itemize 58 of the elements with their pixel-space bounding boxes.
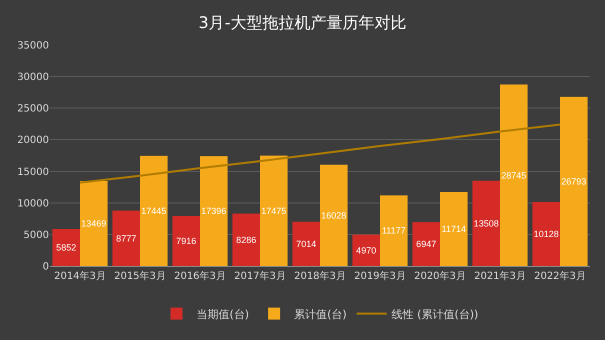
data-label: 26793 (561, 176, 586, 186)
x-tick-label: 2017年3月 (234, 270, 286, 282)
bar (52, 229, 80, 266)
y-tick-label: 35000 (17, 40, 49, 52)
data-label: 7014 (296, 238, 316, 249)
y-tick-label: 5000 (24, 230, 49, 241)
bar (412, 222, 440, 266)
bar (292, 222, 320, 266)
bar (80, 180, 108, 266)
data-label: 5852 (56, 242, 76, 253)
y-tick-label: 15000 (17, 166, 49, 178)
y-tick-label: 25000 (17, 104, 49, 115)
bar (260, 156, 288, 266)
chart-title: 3月-大型拖拉机产量历年对比 (198, 13, 406, 32)
data-label: 13469 (81, 218, 106, 228)
line-series (79, 124, 561, 184)
bar (200, 156, 228, 266)
x-tick-label: 2021年3月 (474, 270, 526, 282)
bar (500, 84, 528, 266)
x-tick-label: 2015年3月 (114, 270, 166, 282)
x-tick-label: 2019年3月 (354, 270, 406, 282)
data-label: 10128 (534, 229, 559, 240)
x-tick-label: 2014年3月 (54, 270, 106, 282)
data-label: 8777 (116, 233, 136, 244)
bar (232, 214, 260, 266)
bar (352, 234, 380, 266)
data-label: 17396 (201, 206, 226, 216)
data-label: 4970 (356, 245, 376, 256)
data-label: 11177 (382, 226, 406, 236)
y-tick-label: 0 (42, 262, 49, 272)
bar (440, 192, 468, 266)
bar (112, 210, 140, 266)
x-tick-label: 2016年3月 (174, 270, 226, 282)
y-tick-label: 10000 (17, 198, 49, 210)
data-label: 28745 (501, 170, 526, 180)
bar (320, 164, 348, 266)
data-label: 13508 (474, 218, 499, 228)
data-label: 17475 (261, 206, 286, 216)
data-label: 11714 (442, 224, 466, 234)
legend-label: 累计值(台) (294, 308, 347, 321)
x-tick-label: 2018年3月 (294, 270, 346, 282)
x-tick-label: 2020年3月 (414, 270, 466, 282)
bar (140, 156, 168, 266)
legend-label: 线性 (累计值(台)) (392, 308, 478, 321)
data-label: 16028 (321, 210, 346, 220)
y-tick-label: 20000 (17, 135, 49, 146)
y-tick-label: 30000 (17, 72, 49, 84)
legend-label: 当期值(台) (196, 308, 250, 321)
data-label: 7916 (176, 236, 196, 246)
data-label: 8286 (236, 234, 256, 245)
bar (380, 195, 408, 266)
bar (560, 96, 588, 266)
data-label: 6947 (416, 239, 436, 250)
bar (532, 202, 560, 266)
x-tick-label: 2022年3月 (534, 270, 586, 282)
bar (472, 180, 500, 266)
bar (172, 216, 200, 266)
data-label: 17445 (141, 206, 166, 216)
